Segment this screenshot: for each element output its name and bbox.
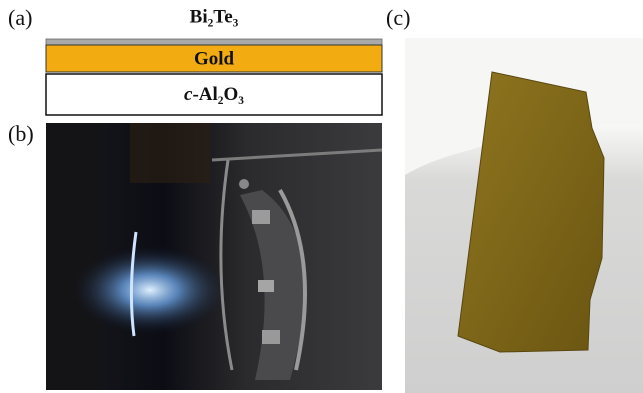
layer-label: c-Al₂O₃ — [184, 84, 244, 105]
panel-label: (c) — [386, 5, 410, 30]
figure: (a) (b) (c) Bi₂Te₃ Gold c-Al₂O₃ — [0, 0, 643, 393]
layer-label: Bi₂Te₃ — [190, 6, 239, 27]
substrate-name: -Al₂O₃ — [192, 84, 244, 105]
photo-sample — [405, 38, 643, 393]
photo-chamber — [46, 123, 382, 390]
panel-label: (b) — [8, 121, 34, 146]
panel-label: (a) — [8, 5, 32, 30]
bi2te3-layer — [46, 39, 382, 45]
layer-label: Gold — [194, 48, 235, 69]
